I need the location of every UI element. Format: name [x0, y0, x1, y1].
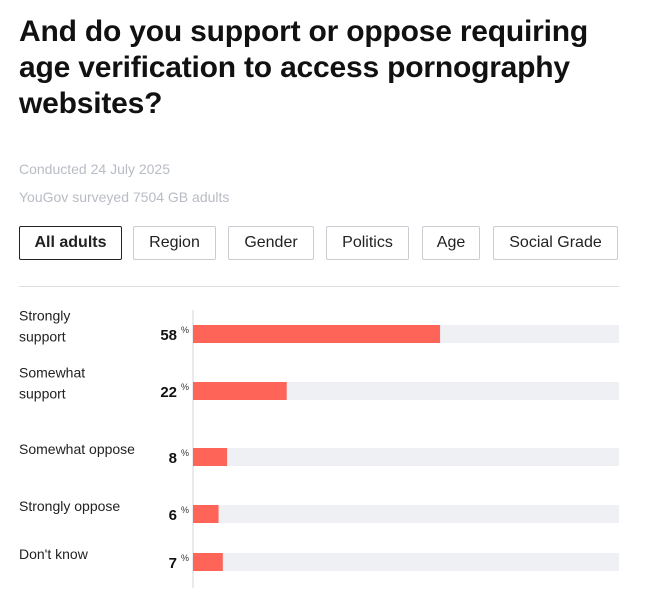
- value-label: 58: [160, 327, 177, 344]
- page-title: And do you support or oppose requiring a…: [19, 15, 589, 120]
- tab-social-grade[interactable]: Social Grade: [493, 226, 618, 260]
- survey-sample: YouGov surveyed 7504 GB adults: [19, 189, 230, 205]
- category-label: Somewhat support: [19, 365, 85, 402]
- value-label: 6: [169, 507, 177, 524]
- bar-strongly-support: [193, 325, 441, 343]
- tab-age[interactable]: Age: [422, 226, 480, 260]
- percent-sign: %: [181, 553, 189, 563]
- value-label: 22: [160, 384, 177, 401]
- tab-all-adults[interactable]: All adults: [19, 226, 122, 260]
- section-divider: [19, 286, 619, 287]
- bar-strongly-oppose: [193, 505, 219, 523]
- category-label: Strongly oppose: [19, 498, 120, 514]
- tab-politics[interactable]: Politics: [326, 226, 409, 260]
- value-label: 7: [169, 555, 177, 572]
- bar-somewhat-support: [193, 382, 287, 400]
- category-label: Strongly support: [19, 308, 70, 345]
- bar-track: [193, 553, 619, 571]
- survey-date: Conducted 24 July 2025: [19, 161, 170, 177]
- bar-track: [193, 505, 619, 523]
- bar-don-t-know: [193, 553, 223, 571]
- percent-sign: %: [181, 325, 189, 335]
- percent-sign: %: [181, 448, 189, 458]
- bar-somewhat-oppose: [193, 448, 228, 466]
- bar-track: [193, 448, 619, 466]
- percent-sign: %: [181, 382, 189, 392]
- tab-gender[interactable]: Gender: [228, 226, 314, 260]
- category-label: Somewhat oppose: [19, 441, 135, 457]
- category-label: Don't know: [19, 546, 89, 562]
- bar-track: [193, 382, 619, 400]
- value-label: 8: [169, 450, 177, 467]
- tab-region[interactable]: Region: [133, 226, 216, 260]
- percent-sign: %: [181, 505, 189, 515]
